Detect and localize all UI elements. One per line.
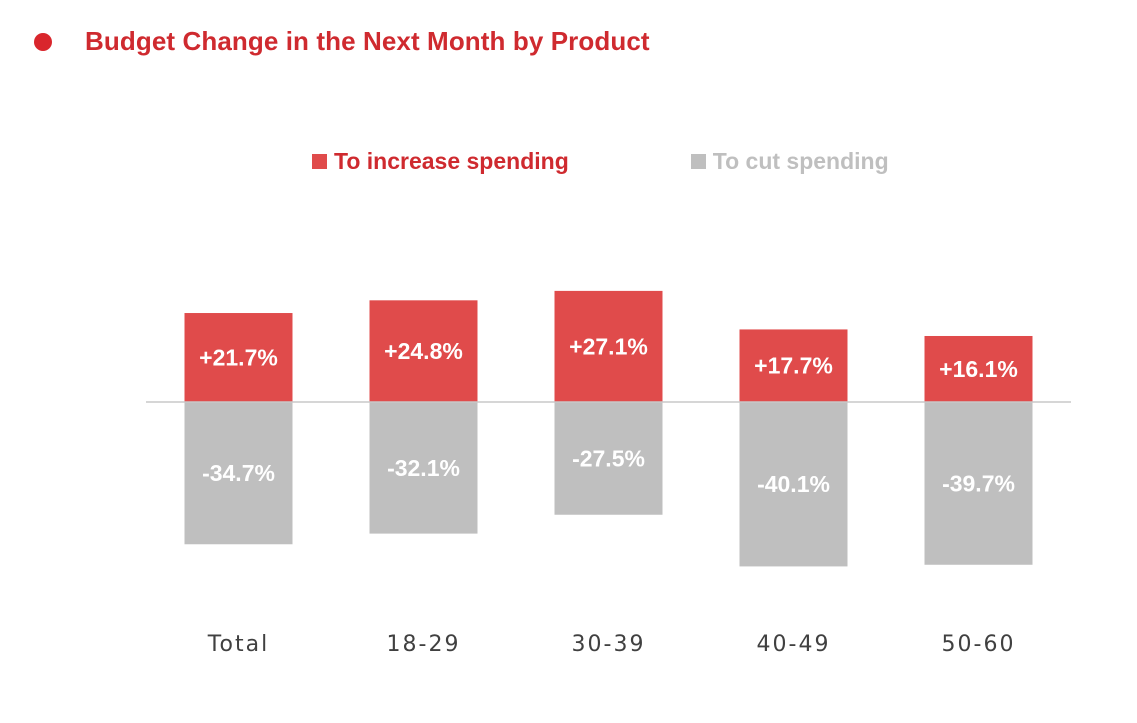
data-label-cut-30-39: -27.5%: [572, 445, 645, 471]
bar-increase-total: [184, 313, 293, 402]
legend: To increase spending To cut spending: [312, 148, 889, 175]
bar-cut-40-49: [739, 402, 848, 567]
legend-item-cut: To cut spending: [690, 148, 889, 175]
bar-increase-30-39: [554, 290, 663, 402]
legend-swatch-increase: [312, 154, 327, 169]
data-label-cut-40-49: -40.1%: [757, 471, 830, 497]
x-tick-label-18-29: 18-29: [387, 632, 461, 657]
bar-cut-50-60: [924, 402, 1033, 565]
legend-label-increase: To increase spending: [334, 148, 569, 174]
data-label-increase-50-60: +16.1%: [939, 356, 1018, 382]
x-tick-label-40-49: 40-49: [757, 632, 831, 657]
data-label-increase-40-49: +17.7%: [754, 353, 833, 379]
legend-item-increase: To increase spending: [312, 148, 569, 175]
x-tick-label-30-39: 30-39: [572, 632, 646, 657]
bar-increase-40-49: [739, 329, 848, 402]
bar-cut-30-39: [554, 402, 663, 515]
x-tick-label-total: Total: [207, 632, 269, 657]
data-label-increase-30-39: +27.1%: [569, 333, 648, 359]
data-label-cut-total: -34.7%: [202, 460, 275, 486]
legend-swatch-cut: [690, 154, 706, 169]
chart-title: Budget Change in the Next Month by Produ…: [85, 26, 650, 56]
data-label-increase-total: +21.7%: [199, 345, 278, 371]
data-label-cut-50-60: -39.7%: [942, 470, 1015, 496]
bar-cut-18-29: [369, 402, 478, 534]
x-tick-label-50-60: 50-60: [942, 632, 1016, 657]
bar-increase-18-29: [369, 300, 478, 402]
bullet-dot-icon: [34, 32, 52, 51]
legend-label-cut: To cut spending: [712, 148, 889, 174]
data-label-increase-18-29: +24.8%: [384, 338, 463, 364]
bar-increase-50-60: [924, 335, 1033, 402]
data-label-cut-18-29: -32.1%: [387, 455, 460, 481]
bar-cut-total: [184, 402, 293, 545]
title-row: Budget Change in the Next Month by Produ…: [34, 26, 650, 57]
